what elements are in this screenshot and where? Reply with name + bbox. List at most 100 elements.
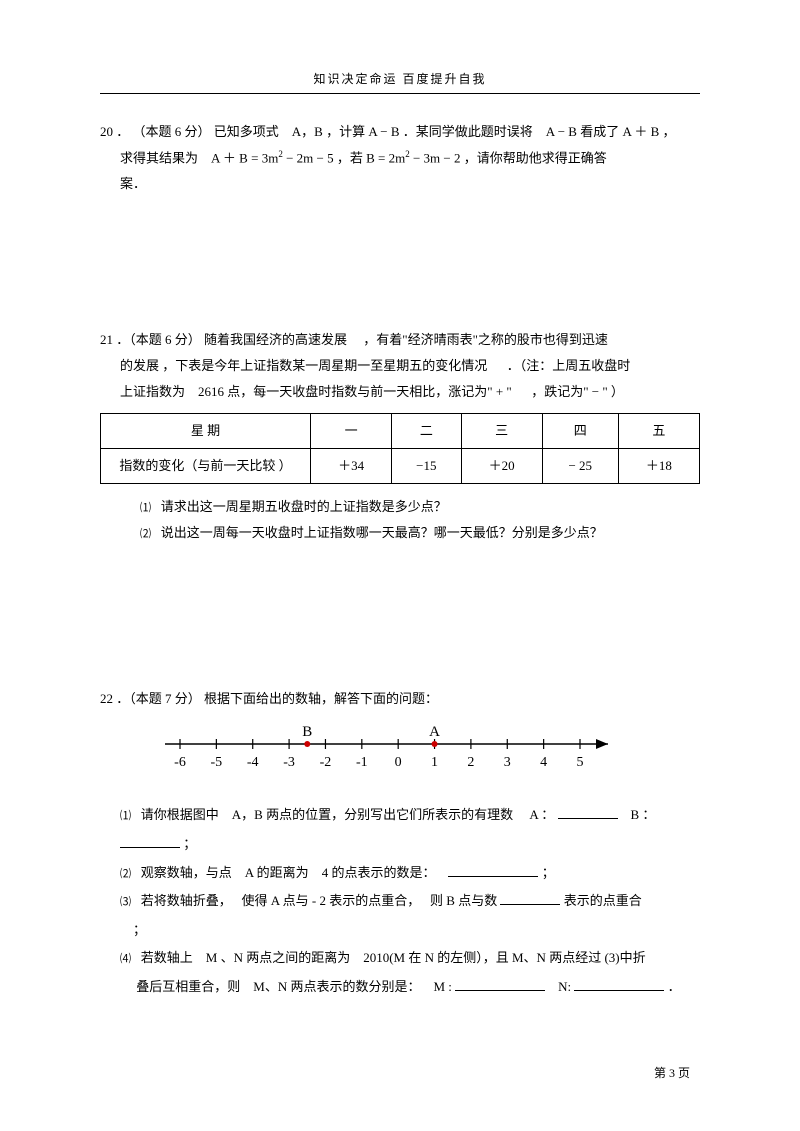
blank-q2[interactable] [448, 863, 538, 877]
p20-text: A ＋ B = 3m [211, 150, 278, 165]
td: − 25 [542, 449, 618, 484]
sp [516, 807, 526, 822]
p21-num: 21 [100, 332, 113, 347]
p21-text: ，有着"经济晴雨表"之称的股市也得到迅速 [363, 332, 608, 347]
sp [515, 384, 528, 399]
sup: 2 [278, 149, 283, 159]
sp [154, 525, 157, 540]
sp [134, 950, 137, 965]
td: −15 [392, 449, 461, 484]
svg-text:0: 0 [395, 755, 402, 770]
sp [244, 979, 251, 994]
stock-table: 星 期 一 二 三 四 五 指数的变化（与前一天比较 ） ＋34 −15 ＋20… [100, 413, 700, 484]
sp [188, 384, 195, 399]
sup: 2 [405, 149, 410, 159]
p22-q2: 4 的点表示的数是： [322, 865, 436, 880]
p22-q3: ； [133, 922, 146, 937]
p22-q4: 若数轴上 [141, 950, 193, 965]
sp [548, 979, 555, 994]
th: 三 [461, 414, 542, 449]
sp [134, 893, 137, 908]
svg-text:-6: -6 [174, 755, 186, 770]
circled-3: ⑶ [120, 896, 131, 908]
p20-text: ，计算 A − B ．某同学做此题时误将 [326, 124, 533, 139]
page-footer: 第 3 页 [654, 1064, 690, 1081]
p22-intro: 根据下面给出的数轴，解答下面的问题： [204, 691, 438, 706]
blank-B[interactable] [120, 834, 180, 848]
table-header-row: 星 期 一 二 三 四 五 [101, 414, 700, 449]
p20-score: （本题 6 分） [133, 124, 211, 139]
p22-score: ．（本题 7 分） [116, 691, 201, 706]
p22-q1: A，B 两点的位置，分别写出它们所表示的有理数 [232, 807, 513, 822]
number-line: -6-5-4-3-2-1012345AB [160, 722, 700, 786]
sp [235, 893, 238, 908]
sp [120, 979, 133, 994]
p22-q1: A ： [529, 807, 554, 822]
blank-M[interactable] [455, 977, 545, 991]
p21-text: 随着我国经济的高速发展 [204, 332, 347, 347]
td: ＋20 [461, 449, 542, 484]
circled-1: ⑴ [120, 810, 131, 822]
blank-A[interactable] [558, 805, 618, 819]
circled-2: ⑵ [120, 868, 131, 880]
p22-q4: M : [433, 979, 451, 994]
svg-text:3: 3 [504, 755, 511, 770]
p20-t [282, 124, 289, 139]
p20-text: A，B [292, 124, 323, 139]
svg-text:2: 2 [467, 755, 474, 770]
p20-dot: ． [116, 124, 129, 139]
th: 二 [392, 414, 461, 449]
svg-text:-2: -2 [320, 755, 332, 770]
p21-score: ．（本题 6 分） [116, 332, 201, 347]
svg-text:-1: -1 [356, 755, 368, 770]
sp [439, 865, 446, 880]
p22-q4: 2010(M 在 N 的左侧），且 M、N 两点经过 (3)中折 [363, 950, 645, 965]
p22-q3: 若将数轴折叠， [141, 893, 232, 908]
problem-21: 21 ．（本题 6 分） 随着我国经济的高速发展 ，有着"经济晴雨表"之称的股市… [100, 327, 700, 546]
p20-t [201, 150, 208, 165]
p22-q2: ； [542, 865, 555, 880]
p22-q4: ． [668, 979, 681, 994]
sp [424, 979, 431, 994]
p22-q3: 则 B 点与数 [430, 893, 497, 908]
p22-q2: A 的距离为 [245, 865, 309, 880]
sp [134, 865, 137, 880]
p20-text: − 3m − 2 ，请你帮助他求得正确答 [413, 150, 607, 165]
p20-text: 已知多项式 [214, 124, 279, 139]
p21-text: 2616 点，每一天收盘时指数与前一天相比，涨记为" + " [198, 384, 512, 399]
sp [222, 807, 229, 822]
svg-text:4: 4 [540, 755, 547, 770]
svg-text:-5: -5 [211, 755, 223, 770]
th: 星 期 [101, 414, 311, 449]
p21-text: 上证指数为 [120, 384, 185, 399]
blank-q3[interactable] [500, 891, 560, 905]
p21-text: ，跌记为" − " ） [531, 384, 624, 399]
sp [134, 807, 137, 822]
sp [312, 865, 319, 880]
svg-text:5: 5 [577, 755, 584, 770]
td-label: 指数的变化（与前一天比较 ） [101, 449, 311, 484]
svg-text:-4: -4 [247, 755, 259, 770]
p22-q4: 叠后互相重合，则 [136, 979, 240, 994]
sp [353, 950, 360, 965]
p22-q1: B ： [631, 807, 656, 822]
p22-q1: ； [183, 836, 196, 851]
svg-text:-3: -3 [283, 755, 295, 770]
sp [424, 893, 427, 908]
p22-q4: M、N 两点表示的数分别是： [253, 979, 420, 994]
blank-N[interactable] [574, 977, 664, 991]
p22-q4: N: [558, 979, 571, 994]
sp [350, 332, 360, 347]
p21-text: 的发展 ，下表是今年上证指数某一周星期一至星期五的变化情况 [120, 358, 487, 373]
p21-q1: 请求出这一周星期五收盘时的上证指数是多少点？ [161, 499, 447, 514]
sp [621, 807, 628, 822]
circled-4: ⑷ [120, 953, 131, 965]
sp [120, 922, 130, 937]
p22-num: 22 [100, 691, 113, 706]
svg-text:B: B [302, 724, 312, 740]
p21-text: ．（注：上周五收盘时 [507, 358, 631, 373]
circled-2: ⑵ [140, 528, 151, 540]
p20-line3: 案． [120, 171, 700, 197]
p20-text: − 2m − 5 ，若 B = 2m [286, 150, 405, 165]
p20-num: 20 [100, 124, 113, 139]
